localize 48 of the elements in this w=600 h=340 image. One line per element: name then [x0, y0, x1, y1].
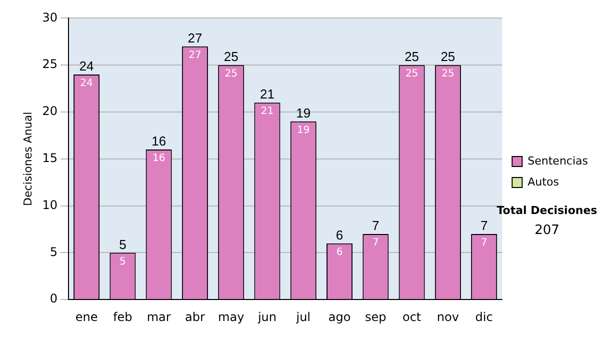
total-label: 6 [336, 227, 344, 242]
total-label: 25 [404, 49, 420, 64]
x-tick-label: dic [475, 310, 493, 324]
x-tick-label: ago [328, 310, 351, 324]
data-label: 19 [297, 124, 310, 136]
x-tick-label: jun [256, 310, 277, 324]
y-tick-label: 20 [42, 104, 58, 118]
total-label: 7 [372, 218, 380, 234]
x-tick-label: feb [113, 310, 132, 324]
x-tick-label: may [218, 310, 244, 324]
text: 207 [534, 223, 560, 238]
y-axis-title: Decisiones Anual [21, 112, 34, 206]
data-label: 24 [80, 78, 93, 90]
legend-label: Autos [528, 175, 560, 188]
y-tick-label: 25 [42, 57, 58, 72]
data-label: 25 [224, 68, 238, 80]
x-tick-label: jul [295, 310, 311, 324]
total-label: 27 [188, 30, 202, 46]
total-label: 5 [119, 236, 126, 252]
y-tick-label: 10 [42, 198, 58, 212]
x-tick-label: nov [436, 310, 459, 324]
data-label: 7 [372, 238, 379, 249]
total-label: 21 [260, 86, 274, 102]
total-label: 25 [224, 49, 238, 64]
x-tick-label: sep [365, 310, 386, 324]
data-label: 27 [188, 50, 202, 61]
total-label: 24 [79, 58, 94, 74]
x-tick-label: abr [185, 310, 205, 324]
data-label: 16 [152, 153, 166, 164]
data-label: 21 [260, 106, 274, 118]
y-tick-label: 0 [50, 292, 58, 306]
data-label: 7 [480, 238, 488, 249]
data-label: 25 [405, 68, 418, 80]
data-label: 6 [336, 246, 343, 258]
y-tick-label: 5 [50, 244, 58, 259]
total-label: 16 [152, 134, 166, 149]
annotation: Total Decisiones [496, 204, 598, 217]
total-label: 25 [440, 49, 456, 64]
legend-label: Sentencias [528, 154, 588, 168]
y-tick-label: 30 [42, 10, 58, 24]
data-label: 5 [119, 256, 126, 268]
x-tick-label: mar [146, 310, 171, 324]
x-tick-label: ene [75, 310, 98, 324]
total-label: 7 [480, 218, 488, 234]
y-tick-label: 15 [42, 151, 58, 166]
x-tick-label: oct [402, 310, 422, 324]
data-label: 25 [442, 68, 454, 80]
total-label: 19 [296, 105, 311, 120]
